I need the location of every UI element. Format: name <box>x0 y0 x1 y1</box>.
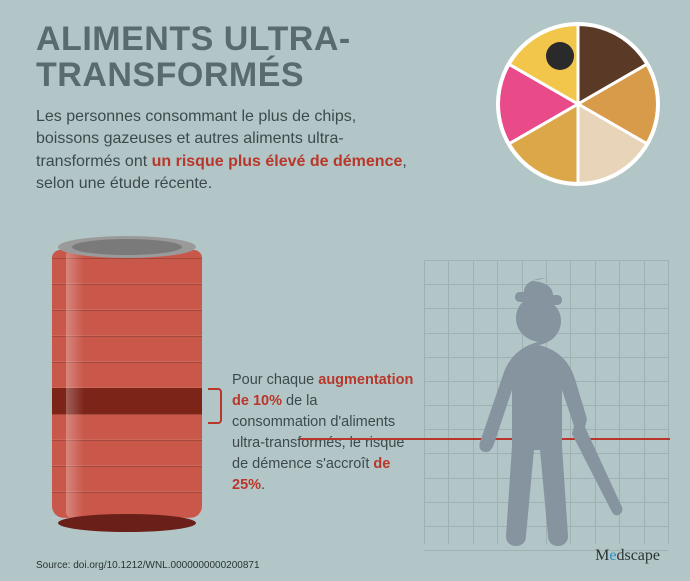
grid-v <box>668 260 669 544</box>
body-t1: Pour chaque <box>232 372 318 388</box>
body-text: Pour chaque augmentation de 10% de la co… <box>232 370 414 496</box>
person-silhouette-icon <box>424 260 668 550</box>
subtitle: Les personnes consommant le plus de chip… <box>36 106 416 196</box>
can-top <box>58 236 196 258</box>
food-wheel-icon <box>494 20 662 188</box>
person-grid <box>424 260 668 550</box>
can-shine <box>66 250 84 518</box>
source-citation: Source: doi.org/10.1212/WNL.000000000020… <box>36 560 260 571</box>
soda-can-icon <box>52 236 202 532</box>
subtitle-highlight: un risque plus élevé de démence <box>152 153 403 170</box>
page-title: ALIMENTS ULTRA-TRANSFORMÉS <box>36 22 351 93</box>
can-bottom <box>58 514 196 532</box>
bracket-icon <box>208 388 222 424</box>
body-t3: . <box>261 477 265 493</box>
can-top-inner <box>72 239 182 255</box>
